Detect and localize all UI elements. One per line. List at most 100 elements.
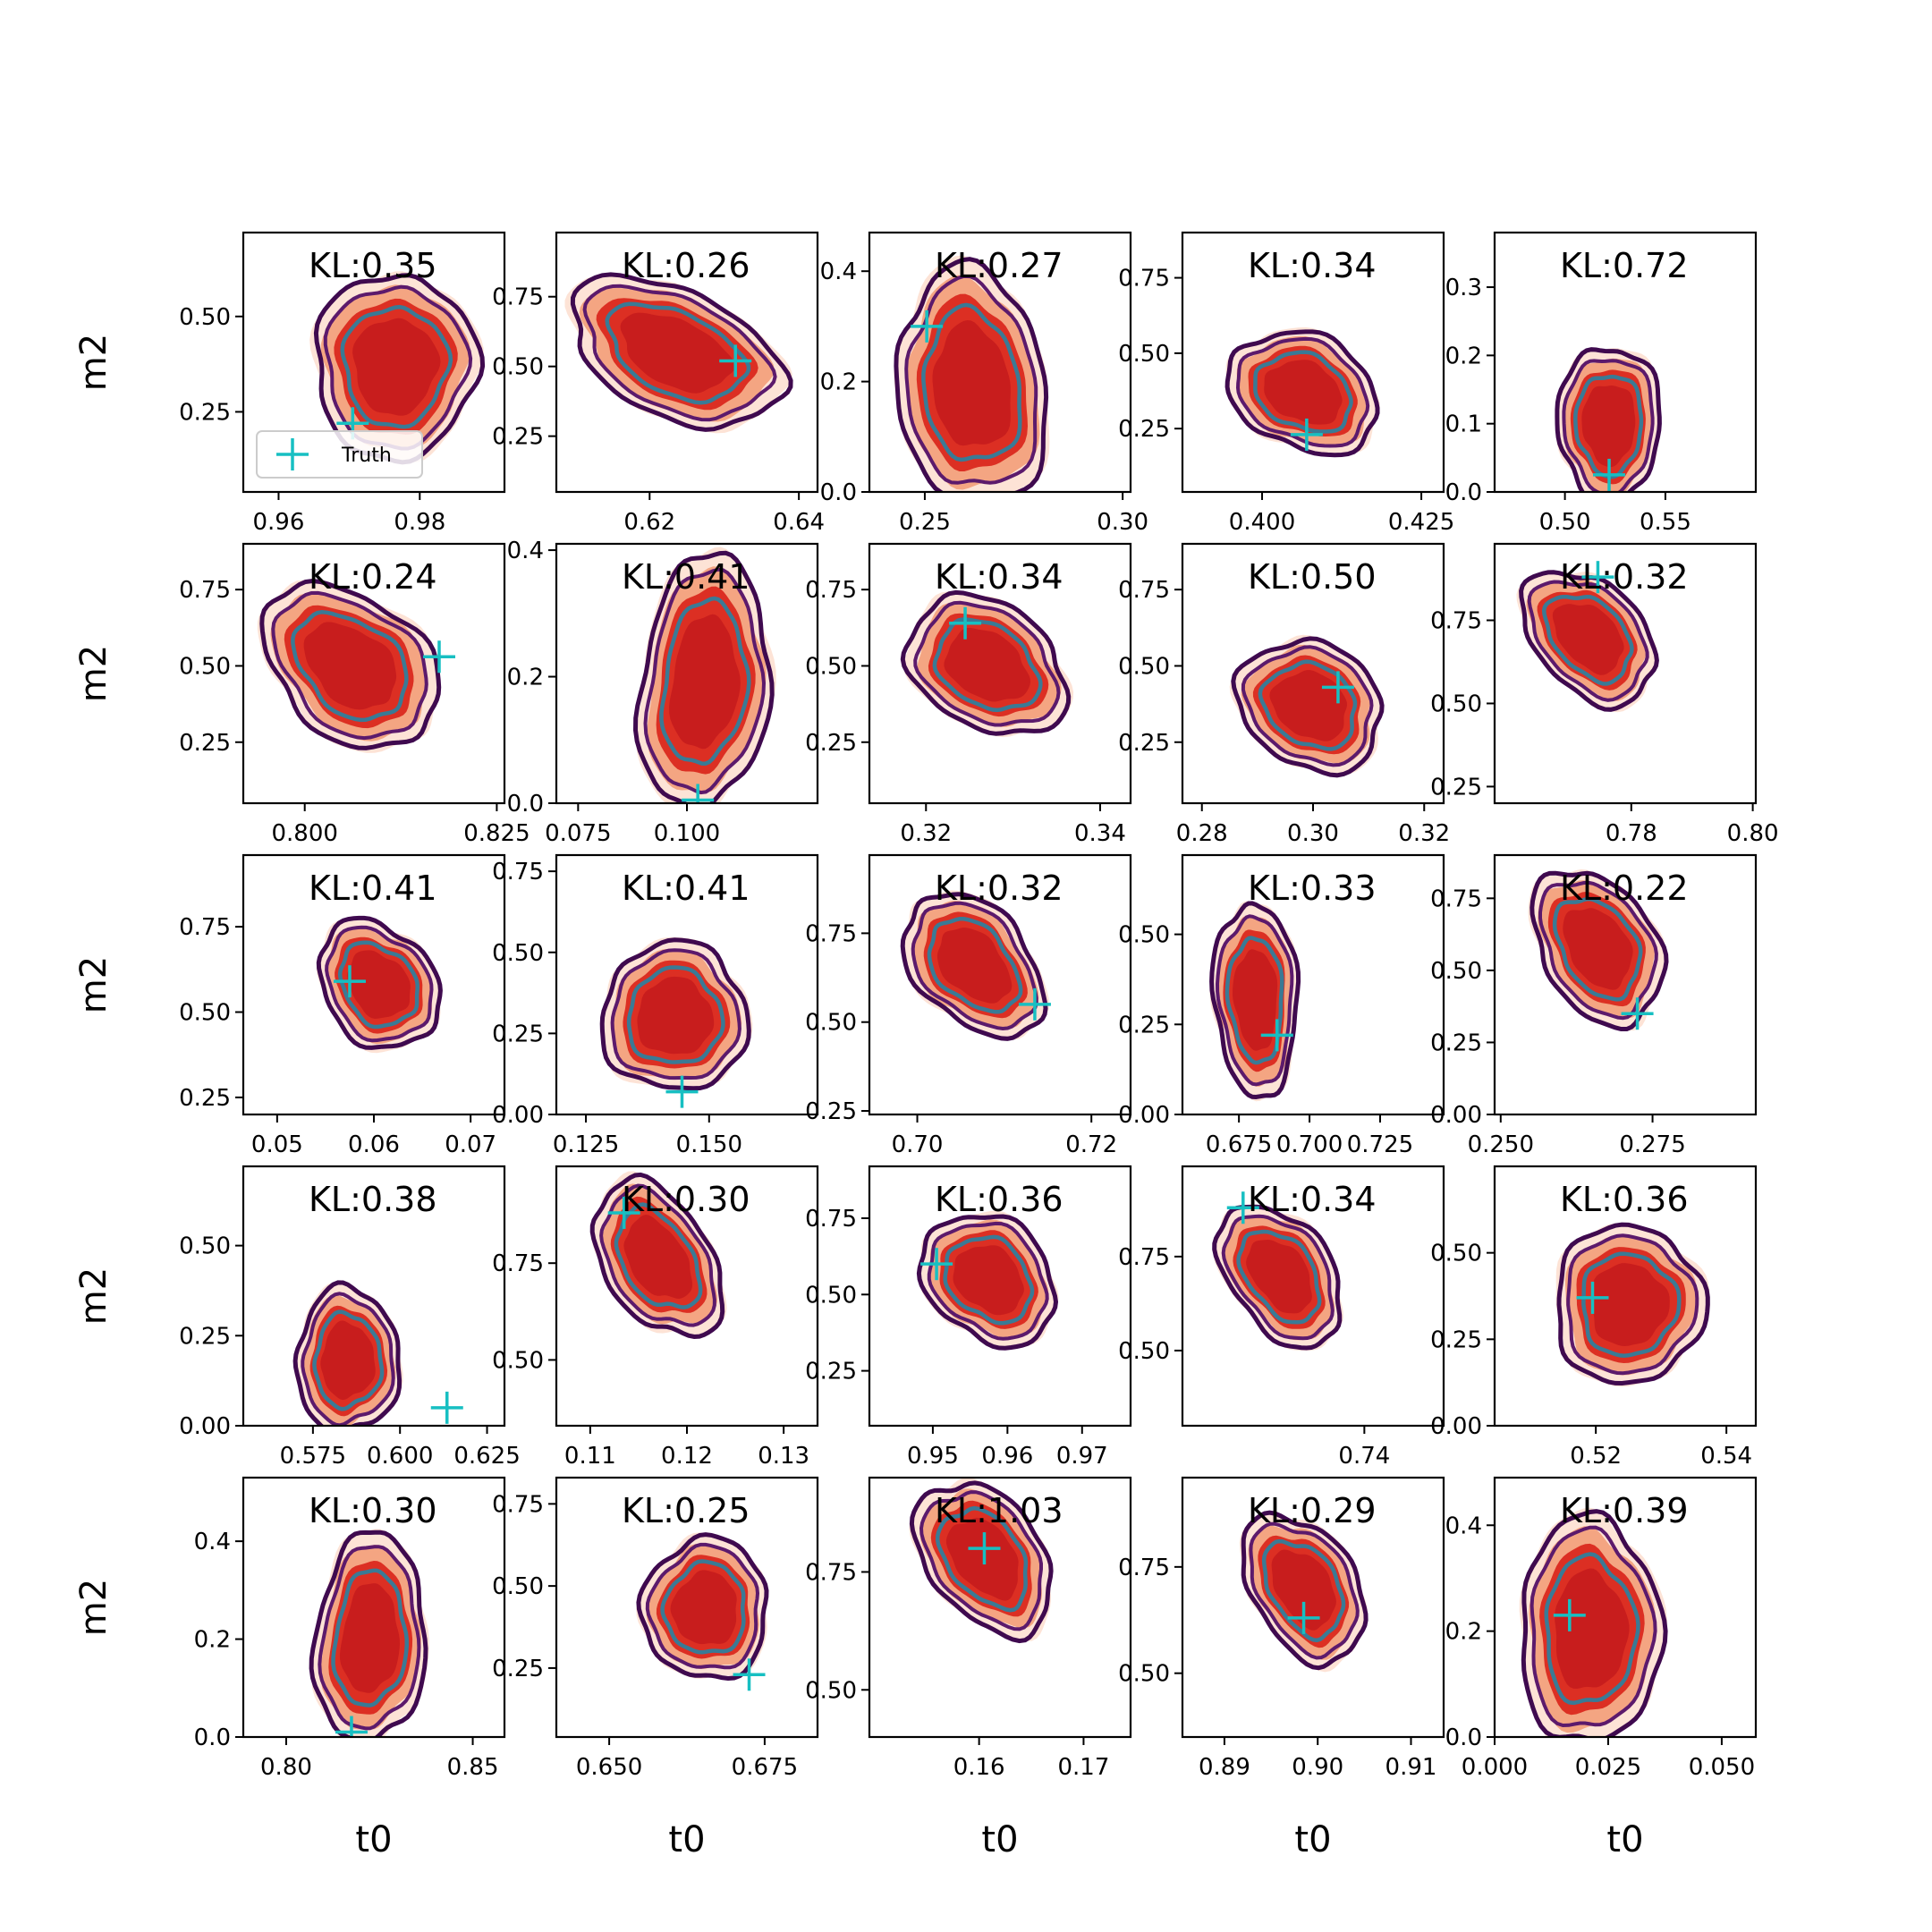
x-tick-label: 0.06 <box>348 1131 400 1158</box>
contour-line-outer <box>900 589 1072 736</box>
axes-frame <box>555 1476 819 1739</box>
kl-annotation: KL:0.41 <box>622 557 750 597</box>
contour-line-outer <box>1521 1509 1668 1737</box>
truth-marker <box>430 1391 463 1424</box>
panel-0-4: 0.50 0.55 0.0 0.1 0.2 0.3 KL:0.72 <box>1445 231 1758 536</box>
y-tick-label: 0.75 <box>805 1559 857 1586</box>
contour-line-inner <box>927 916 1023 1014</box>
y-tick-label: 0.2 <box>1445 343 1482 369</box>
posterior-contours <box>894 255 1050 492</box>
density-fill-core <box>623 1215 693 1299</box>
truth-marker <box>1290 418 1323 451</box>
density-fill-core <box>670 1570 737 1645</box>
panel-2-0: 0.05 0.06 0.07 0.25 0.50 0.75 KL:0.41 <box>179 853 506 1158</box>
y-tick-label: 0.0 <box>1445 479 1482 506</box>
x-tick-label: 0.50 <box>1539 509 1591 536</box>
contour-line-outer <box>894 257 1049 492</box>
density-fill-core <box>1271 1549 1336 1631</box>
x-tick-label: 0.95 <box>907 1443 959 1470</box>
axes-frame <box>1181 1165 1445 1428</box>
axes-frame <box>868 1476 1132 1739</box>
density-fill-core <box>1246 1240 1312 1314</box>
x-axis-label: t0 <box>1606 1819 1643 1860</box>
contour-line-mid <box>318 1545 421 1731</box>
panel-0-2: 0.25 0.30 0.0 0.2 0.4 KL:0.27 <box>820 231 1148 536</box>
density-fill-core <box>944 628 1030 702</box>
axes-frame <box>242 231 506 494</box>
posterior-contours <box>589 1171 727 1340</box>
density-fill-core <box>669 614 741 750</box>
contour-line-inner <box>605 301 751 405</box>
x-tick-label: 0.74 <box>1338 1443 1390 1470</box>
kl-annotation: KL:0.41 <box>309 869 437 908</box>
panel-1-3: 0.28 0.30 0.32 0.25 0.50 0.75 KL:0.50 <box>1118 542 1450 847</box>
x-tick-label: 0.13 <box>758 1443 809 1470</box>
truth-marker <box>423 640 455 674</box>
y-tick-label: 0.50 <box>492 1347 544 1374</box>
contour-line-mid <box>582 284 777 422</box>
contour-line-outer <box>1555 347 1662 492</box>
truth-marker <box>911 309 944 343</box>
x-tick-label: 0.32 <box>1398 820 1450 847</box>
kl-annotation: KL:0.32 <box>1560 557 1689 597</box>
axes-frame <box>1493 1476 1758 1739</box>
posterior-contours <box>632 547 776 803</box>
axes-frame <box>1493 1165 1758 1428</box>
y-tick-label: 0.25 <box>805 1098 857 1125</box>
y-tick-label: 0.75 <box>1430 886 1482 912</box>
contour-line-inner <box>337 940 419 1030</box>
x-axis-label: t0 <box>981 1819 1018 1860</box>
y-tick-label: 0.0 <box>820 479 857 506</box>
contour-line-mid <box>927 1221 1049 1341</box>
y-tick-label: 0.1 <box>1445 411 1482 438</box>
panel-2-3: 0.675 0.700 0.725 0.00 0.25 0.50 KL:0.33 <box>1118 853 1445 1158</box>
x-tick-label: 0.97 <box>1056 1443 1108 1470</box>
posterior-contours <box>1209 901 1301 1102</box>
panel-2-1: 0.125 0.150 0.00 0.25 0.50 0.75 KL:0.41 <box>492 853 819 1158</box>
x-axis-label: t0 <box>668 1819 705 1860</box>
y-tick-label: 0.75 <box>179 577 231 604</box>
legend-label: Truth <box>341 445 392 467</box>
contour-line-inner <box>1224 936 1284 1065</box>
kl-annotation: KL:0.34 <box>935 557 1063 597</box>
x-tick-label: 0.28 <box>1176 820 1228 847</box>
x-tick-label: 0.025 <box>1575 1754 1641 1781</box>
contour-line-mid <box>325 925 434 1043</box>
posterior-contours <box>900 890 1051 1041</box>
figure-labels: m2 m2 m2 m2 m2 t0 t0 t0 t0 t0 <box>73 334 1644 1860</box>
posterior-contours <box>1239 1510 1368 1673</box>
density-fill-core <box>1233 949 1278 1051</box>
posterior-contours <box>316 915 443 1054</box>
legend: Truth <box>256 430 423 479</box>
kl-annotation: KL:0.27 <box>935 246 1063 285</box>
y-tick-label: 0.50 <box>1118 341 1170 368</box>
truth-marker <box>968 1532 1001 1565</box>
x-tick-label: 0.17 <box>1057 1754 1109 1781</box>
panel-4-4: 0.000 0.025 0.050 0.0 0.2 0.4 KL:0.39 <box>1445 1476 1758 1781</box>
contour-line-outer <box>1224 329 1380 458</box>
contour-line-inner <box>626 965 725 1064</box>
y-tick-label: 0.75 <box>492 1491 544 1518</box>
contour-line-mid <box>1566 1233 1699 1376</box>
posterior-contours <box>909 1478 1054 1644</box>
contour-line-mid <box>1562 359 1655 492</box>
contour-line-mid <box>919 1490 1043 1631</box>
truth-marker <box>665 1075 699 1108</box>
legend-box <box>256 430 423 479</box>
posterior-contours <box>292 1280 463 1426</box>
kl-annotation: KL:0.41 <box>622 869 750 908</box>
panel-3-1: 0.11 0.12 0.13 0.50 0.75 KL:0.30 <box>492 1165 819 1470</box>
contour-line-inner <box>1541 594 1634 686</box>
contour-line-mid <box>1221 1214 1335 1341</box>
truth-marker <box>1260 1019 1293 1052</box>
y-tick-label: 0.75 <box>1118 1555 1170 1581</box>
axes-frame <box>242 542 506 805</box>
y-tick-label: 0.2 <box>507 665 544 691</box>
x-tick-label: 0.96 <box>981 1443 1033 1470</box>
density-fill-core <box>1555 1568 1630 1689</box>
panel-0-1: 0.62 0.64 0.25 0.50 0.75 KL:0.26 <box>492 231 825 536</box>
kl-annotation: KL:0.22 <box>1560 869 1689 908</box>
contour-line-outer <box>259 578 442 750</box>
posterior-contours <box>257 578 455 753</box>
x-tick-label: 0.650 <box>576 1754 642 1781</box>
